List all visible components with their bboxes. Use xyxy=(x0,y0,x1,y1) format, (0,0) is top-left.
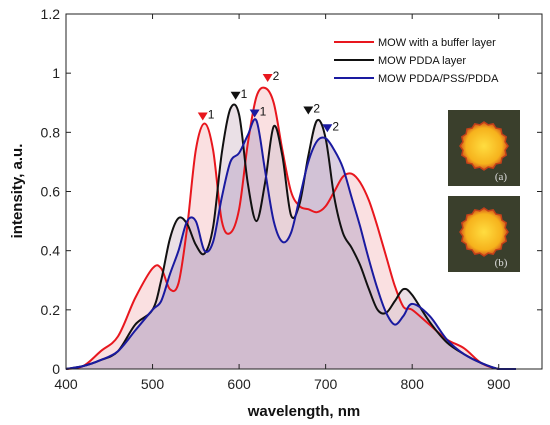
x-tick-label-1: 500 xyxy=(141,376,165,392)
peak-marker-3 xyxy=(303,106,314,115)
x-tick-label-2: 600 xyxy=(227,376,251,392)
y-tick-label-1: 0.2 xyxy=(41,302,61,318)
series-fills xyxy=(66,87,516,370)
peak-marker-label-3: 2 xyxy=(313,102,320,116)
microsphere xyxy=(459,121,509,171)
y-tick-label-5: 1 xyxy=(52,65,60,81)
series-line-1 xyxy=(65,103,516,370)
x-axis-label: wavelength, nm xyxy=(247,403,361,420)
y-axis-ticks: 0 0.2 0.4 0.6 0.8 1 1.2 xyxy=(41,6,542,377)
peak-marker-2 xyxy=(230,91,241,100)
y-tick-label-0: 0 xyxy=(52,361,60,377)
x-tick-label-4: 800 xyxy=(401,376,425,392)
peak-marker-label-1: 2 xyxy=(273,69,280,83)
microsphere xyxy=(459,207,509,257)
peak-marker-label-5: 2 xyxy=(332,119,339,133)
y-tick-label-4: 0.8 xyxy=(41,124,61,140)
peak-marker-1 xyxy=(262,74,273,82)
inset-label-0: (a) xyxy=(495,171,508,183)
x-tick-label-5: 900 xyxy=(487,376,511,392)
x-tick-label-3: 700 xyxy=(314,376,338,392)
x-axis-ticks: 400 500 600 700 800 900 xyxy=(54,14,511,392)
peak-marker-5 xyxy=(322,124,333,133)
legend-label-0: MOW with a buffer layer xyxy=(378,37,496,49)
inset-image-1: (b) xyxy=(448,196,520,272)
y-tick-label-6: 1.2 xyxy=(41,6,61,22)
legend-label-1: MOW PDDA layer xyxy=(378,55,466,67)
inset-image-0: (a) xyxy=(448,110,520,186)
y-axis-label: intensity, a.u. xyxy=(9,144,26,239)
peak-marker-0 xyxy=(197,112,208,121)
y-tick-label-3: 0.6 xyxy=(41,184,61,200)
peak-marker-label-4: 1 xyxy=(260,105,267,119)
series-lines xyxy=(65,86,516,370)
peak-marker-label-2: 1 xyxy=(241,87,248,101)
peak-marker-4 xyxy=(249,109,260,118)
legend: MOW with a buffer layer MOW PDDA layer MOW… xyxy=(300,30,535,90)
y-tick-label-2: 0.4 xyxy=(41,243,61,259)
inset-images: (a) (b) xyxy=(448,110,520,272)
series-fill-2 xyxy=(66,119,516,369)
x-tick-label-0: 400 xyxy=(54,376,78,392)
series-line-2 xyxy=(65,118,516,370)
legend-label-2: MOW PDDA/PSS/PDDA xyxy=(378,73,499,85)
series-line-0 xyxy=(65,86,516,370)
inset-label-1: (b) xyxy=(495,257,508,269)
peak-markers: 1 2 1 2 1 2 xyxy=(197,69,339,133)
peak-marker-label-0: 1 xyxy=(208,107,215,121)
